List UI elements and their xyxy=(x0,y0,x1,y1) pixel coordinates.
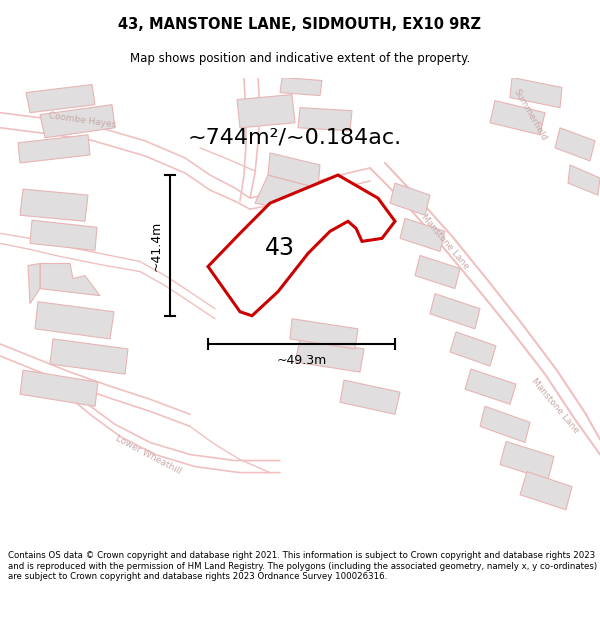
Polygon shape xyxy=(40,264,100,296)
Text: Coombe Hayes: Coombe Hayes xyxy=(47,111,116,130)
Polygon shape xyxy=(208,175,395,316)
Text: Lower Wheathill: Lower Wheathill xyxy=(113,433,182,476)
Polygon shape xyxy=(520,472,572,510)
Polygon shape xyxy=(237,94,295,128)
Polygon shape xyxy=(298,107,352,131)
Polygon shape xyxy=(20,370,98,406)
Polygon shape xyxy=(430,294,480,329)
Text: ~49.3m: ~49.3m xyxy=(277,354,326,366)
Polygon shape xyxy=(50,339,128,374)
Polygon shape xyxy=(20,189,88,221)
Polygon shape xyxy=(510,78,562,108)
Polygon shape xyxy=(30,220,97,251)
Text: Map shows position and indicative extent of the property.: Map shows position and indicative extent… xyxy=(130,52,470,64)
Polygon shape xyxy=(268,153,320,188)
Polygon shape xyxy=(26,84,95,112)
Polygon shape xyxy=(500,441,554,479)
Text: 43, MANSTONE LANE, SIDMOUTH, EX10 9RZ: 43, MANSTONE LANE, SIDMOUTH, EX10 9RZ xyxy=(119,18,482,32)
Polygon shape xyxy=(465,369,516,404)
Polygon shape xyxy=(290,319,358,349)
Text: Summerfield: Summerfield xyxy=(512,88,548,142)
Text: Contains OS data © Crown copyright and database right 2021. This information is : Contains OS data © Crown copyright and d… xyxy=(8,551,597,581)
Polygon shape xyxy=(295,339,364,372)
Text: ~744m²/~0.184ac.: ~744m²/~0.184ac. xyxy=(188,128,402,148)
Polygon shape xyxy=(28,264,40,304)
Polygon shape xyxy=(280,78,322,96)
Text: ~41.4m: ~41.4m xyxy=(149,220,163,271)
Polygon shape xyxy=(415,256,460,289)
Polygon shape xyxy=(35,302,114,339)
Polygon shape xyxy=(390,183,430,215)
Polygon shape xyxy=(400,218,445,251)
Polygon shape xyxy=(255,175,318,213)
Polygon shape xyxy=(568,165,600,195)
Text: Manstone Lane: Manstone Lane xyxy=(419,212,470,271)
Polygon shape xyxy=(450,332,496,366)
Polygon shape xyxy=(555,127,595,161)
Text: Manstone Lane: Manstone Lane xyxy=(529,377,581,436)
Text: 43: 43 xyxy=(265,236,295,261)
Polygon shape xyxy=(490,101,545,135)
Polygon shape xyxy=(480,406,530,442)
Polygon shape xyxy=(340,380,400,414)
Polygon shape xyxy=(18,135,90,163)
Polygon shape xyxy=(40,104,115,138)
